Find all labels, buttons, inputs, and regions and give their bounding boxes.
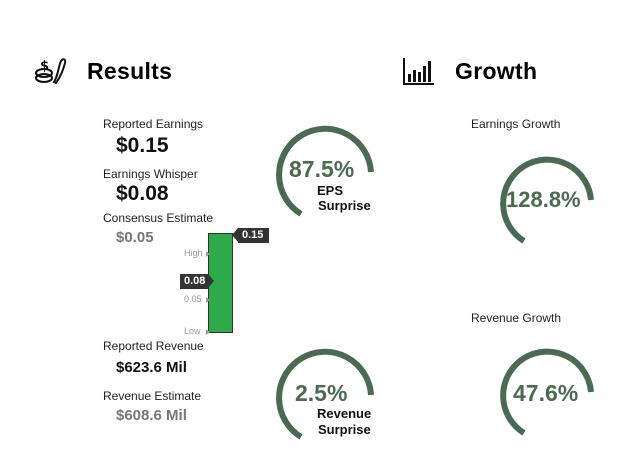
- earnings-growth-label: Earnings Growth: [471, 117, 561, 131]
- tick-mid: 0.05: [184, 294, 202, 304]
- whisper-tag: 0.08: [180, 274, 210, 289]
- revenue-surprise-ring: [276, 348, 374, 440]
- whisper-tag-pointer: [208, 274, 214, 288]
- consensus-estimate-label: Consensus Estimate: [103, 211, 214, 225]
- earnings-growth-ring: [500, 156, 594, 244]
- eps-surprise-arc: [276, 125, 374, 217]
- eps-surprise-value: 87.5%: [289, 156, 355, 182]
- earnings-growth-arc: [500, 156, 594, 244]
- earnings-growth-gauge: 128.8%: [498, 151, 596, 249]
- growth-header: Growth: [402, 56, 537, 86]
- revenue-estimate-label: Revenue Estimate: [103, 389, 202, 403]
- tick-low: Low: [184, 326, 201, 336]
- reported-earnings-label: Reported Earnings: [103, 117, 204, 131]
- revenue-surprise-caption-1: Revenue: [317, 406, 372, 421]
- results-title: Results: [87, 57, 173, 84]
- revenue-growth-ring: [500, 348, 594, 436]
- bar-chart-icon: [402, 56, 436, 86]
- tick-low-marker: [206, 329, 210, 335]
- growth-title: Growth: [455, 57, 538, 84]
- revenue-surprise-gauge: 2.5% Revenue Surprise: [273, 343, 377, 447]
- eps-surprise-caption-2: Surprise: [318, 198, 371, 213]
- eps-surprise-caption-1: EPS: [317, 183, 344, 198]
- tick-high-marker: [206, 251, 210, 257]
- reported-revenue-value: $623.6 Mil: [116, 359, 187, 376]
- consensus-estimate-value: $0.05: [116, 229, 154, 246]
- reported-earnings-value: $0.15: [116, 134, 169, 157]
- eps-surprise-gauge: 87.5% EPS Surprise: [273, 120, 377, 224]
- earnings-whisper-value: $0.08: [116, 182, 169, 205]
- reported-tag: 0.15: [238, 228, 270, 243]
- earnings-range-chart: High 0.05 Low 0.15 0.08: [176, 226, 276, 338]
- tick-mid-marker: [206, 297, 210, 303]
- money-hand-icon: $: [34, 56, 68, 86]
- svg-text:$: $: [40, 59, 49, 74]
- revenue-growth-label: Revenue Growth: [471, 311, 562, 325]
- reported-tag-pointer: [232, 228, 238, 242]
- earnings-whisper-label: Earnings Whisper: [103, 167, 198, 181]
- revenue-surprise-caption-2: Surprise: [318, 422, 371, 437]
- revenue-surprise-arc: [276, 348, 374, 440]
- revenue-growth-value: 47.6%: [513, 380, 579, 406]
- revenue-estimate-value: $608.6 Mil: [116, 407, 187, 424]
- eps-surprise-ring: [276, 125, 374, 217]
- results-header: $ Results: [34, 56, 172, 86]
- reported-revenue-label: Reported Revenue: [103, 339, 204, 353]
- revenue-growth-gauge: 47.6%: [498, 343, 596, 441]
- tick-high: High: [184, 248, 203, 258]
- revenue-surprise-value: 2.5%: [295, 380, 348, 406]
- earnings-growth-value: 128.8%: [506, 187, 581, 212]
- revenue-growth-arc: [500, 348, 594, 436]
